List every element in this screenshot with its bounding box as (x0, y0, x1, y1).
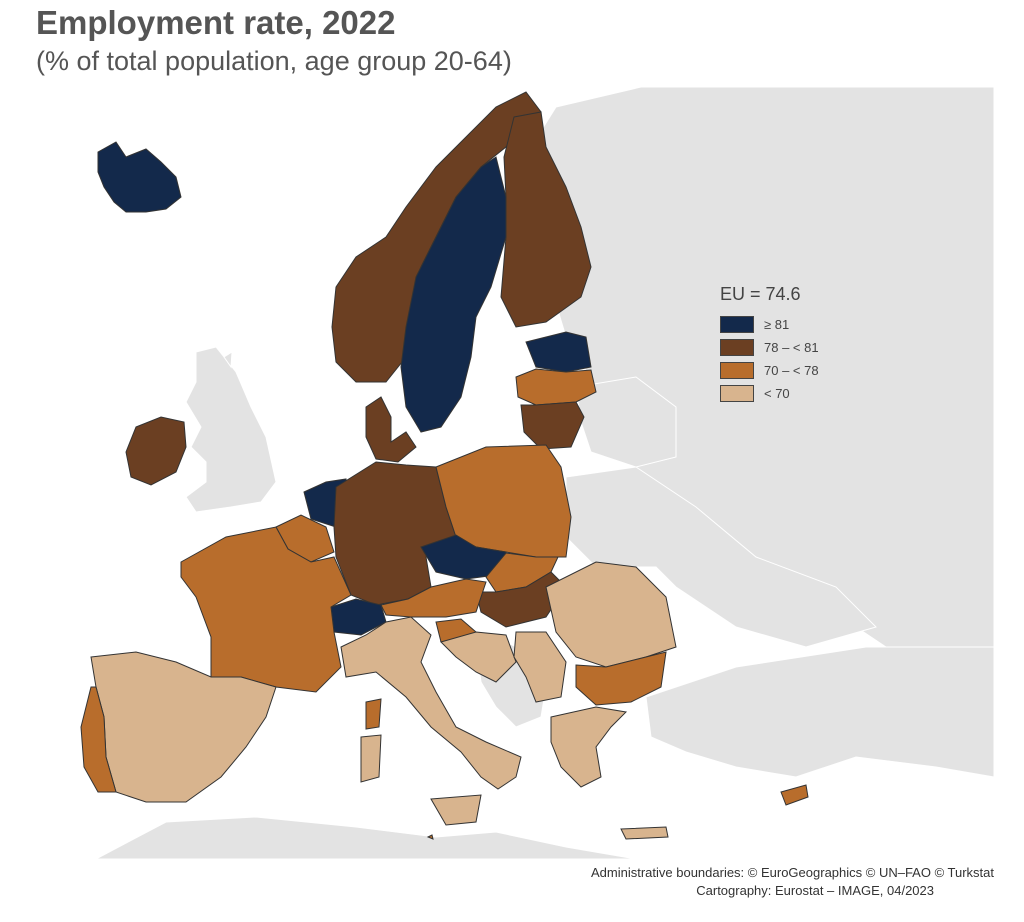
legend-label: < 70 (764, 386, 790, 401)
france (180, 526, 352, 693)
estonia (525, 331, 592, 373)
non-eu-land (95, 87, 994, 859)
italy (340, 616, 522, 790)
serbia (513, 631, 567, 703)
europe-map (36, 87, 994, 859)
africa-region (95, 816, 637, 859)
sicily (430, 794, 482, 826)
lithuania (520, 401, 585, 450)
credits-cartography: Cartography: Eurostat – IMAGE, 04/2023 (696, 883, 934, 898)
credits-boundaries: Administrative boundaries: © EuroGeograp… (590, 865, 994, 880)
ireland (125, 416, 187, 486)
legend-item: ≥ 81 (720, 313, 819, 336)
legend-title: EU = 74.6 (720, 284, 801, 304)
finland (500, 111, 592, 328)
uk-island-shetland (223, 351, 233, 369)
bulgaria (575, 651, 667, 706)
sardinia (360, 734, 382, 783)
legend-label: ≥ 81 (764, 317, 790, 332)
legend-item: 78 – < 81 (720, 336, 819, 359)
map-legend: EU = 74.6 ≥ 81 78 – < 81 70 – < 78 < 70 (720, 284, 819, 405)
legend-label: 70 – < 78 (764, 363, 819, 378)
uk-region (185, 346, 277, 513)
legend-swatch (720, 339, 754, 356)
legend-label: 78 – < 81 (764, 340, 819, 355)
portugal (80, 686, 117, 793)
corsica (365, 698, 382, 730)
legend-item: < 70 (720, 382, 819, 405)
countries (80, 91, 809, 840)
malta (426, 834, 434, 840)
greece (550, 706, 628, 788)
map-subtitle: (% of total population, age group 20-64) (36, 46, 512, 76)
legend-item: 70 – < 78 (720, 359, 819, 382)
iceland (97, 141, 182, 213)
crete (620, 826, 669, 840)
germany (333, 461, 457, 606)
croatia (440, 631, 517, 683)
romania (545, 561, 677, 668)
turkey-region (645, 646, 994, 778)
credits: Administrative boundaries: © EuroGeograp… (591, 864, 994, 900)
latvia (515, 368, 597, 406)
cyprus (780, 784, 809, 806)
map-title: Employment rate, 2022 (36, 4, 396, 41)
belarus-region (575, 376, 677, 468)
sweden (400, 156, 507, 433)
austria (380, 578, 487, 618)
denmark (365, 396, 417, 463)
legend-swatch (720, 316, 754, 333)
legend-swatch (720, 362, 754, 379)
legend-swatch (720, 385, 754, 402)
